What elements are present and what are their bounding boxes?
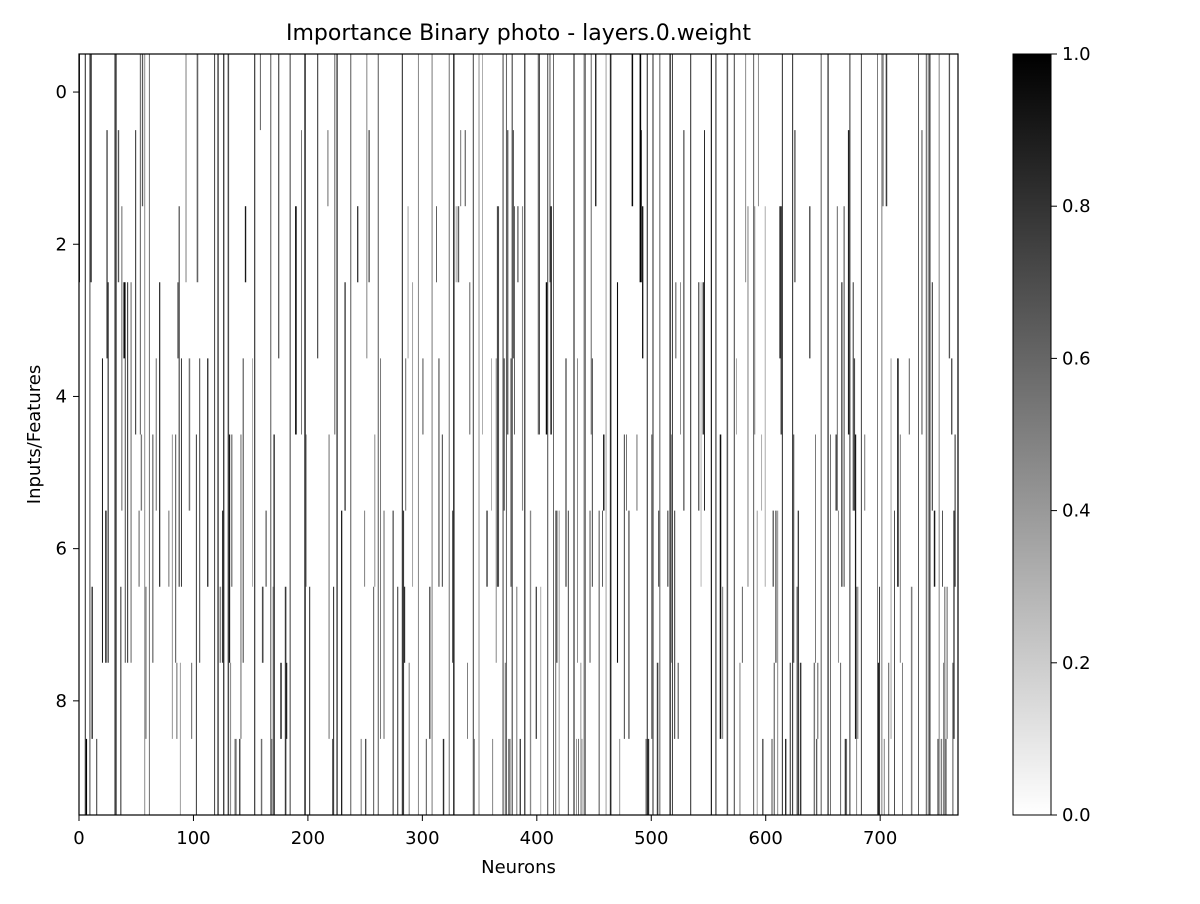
plot-background <box>79 54 958 815</box>
colorbar: 0.0 0.2 0.4 0.6 0.8 1.0 <box>1012 44 1091 826</box>
x-axis: 0 100 200 300 400 500 600 700 <box>73 815 897 849</box>
colorbar-ticks: 0.0 0.2 0.4 0.6 0.8 1.0 <box>1051 44 1091 826</box>
y-tick-label: 6 <box>56 539 67 560</box>
x-tick-label: 500 <box>634 828 668 849</box>
y-tick-label: 4 <box>56 386 67 407</box>
chart-title: Importance Binary photo - layers.0.weigh… <box>286 21 751 46</box>
x-tick-label: 400 <box>520 828 554 849</box>
x-tick-label: 600 <box>749 828 783 849</box>
colorbar-tick-label: 0.0 <box>1062 805 1091 826</box>
heatmap-cells <box>79 54 956 815</box>
plot-area <box>78 53 959 816</box>
colorbar-gradient <box>1012 53 1052 816</box>
plot-frame <box>78 53 959 816</box>
x-tick-label: 200 <box>291 828 325 849</box>
colorbar-tick-label: 0.6 <box>1062 348 1091 369</box>
y-axis-label: Inputs/Features <box>24 365 45 504</box>
x-tick-label: 0 <box>73 828 84 849</box>
colorbar-tick-label: 0.8 <box>1062 196 1091 217</box>
y-tick-label: 8 <box>56 691 67 712</box>
x-tick-label: 300 <box>405 828 439 849</box>
y-axis: 0 2 4 6 8 <box>56 82 79 712</box>
colorbar-tick-label: 0.2 <box>1062 653 1091 674</box>
y-tick-label: 2 <box>56 234 67 255</box>
y-tick-label: 0 <box>56 82 67 103</box>
colorbar-tick-label: 0.4 <box>1062 501 1091 522</box>
colorbar-tick-label: 1.0 <box>1062 44 1091 65</box>
x-axis-label: Neurons <box>481 857 556 878</box>
x-tick-label: 100 <box>176 828 210 849</box>
x-tick-label: 700 <box>863 828 897 849</box>
